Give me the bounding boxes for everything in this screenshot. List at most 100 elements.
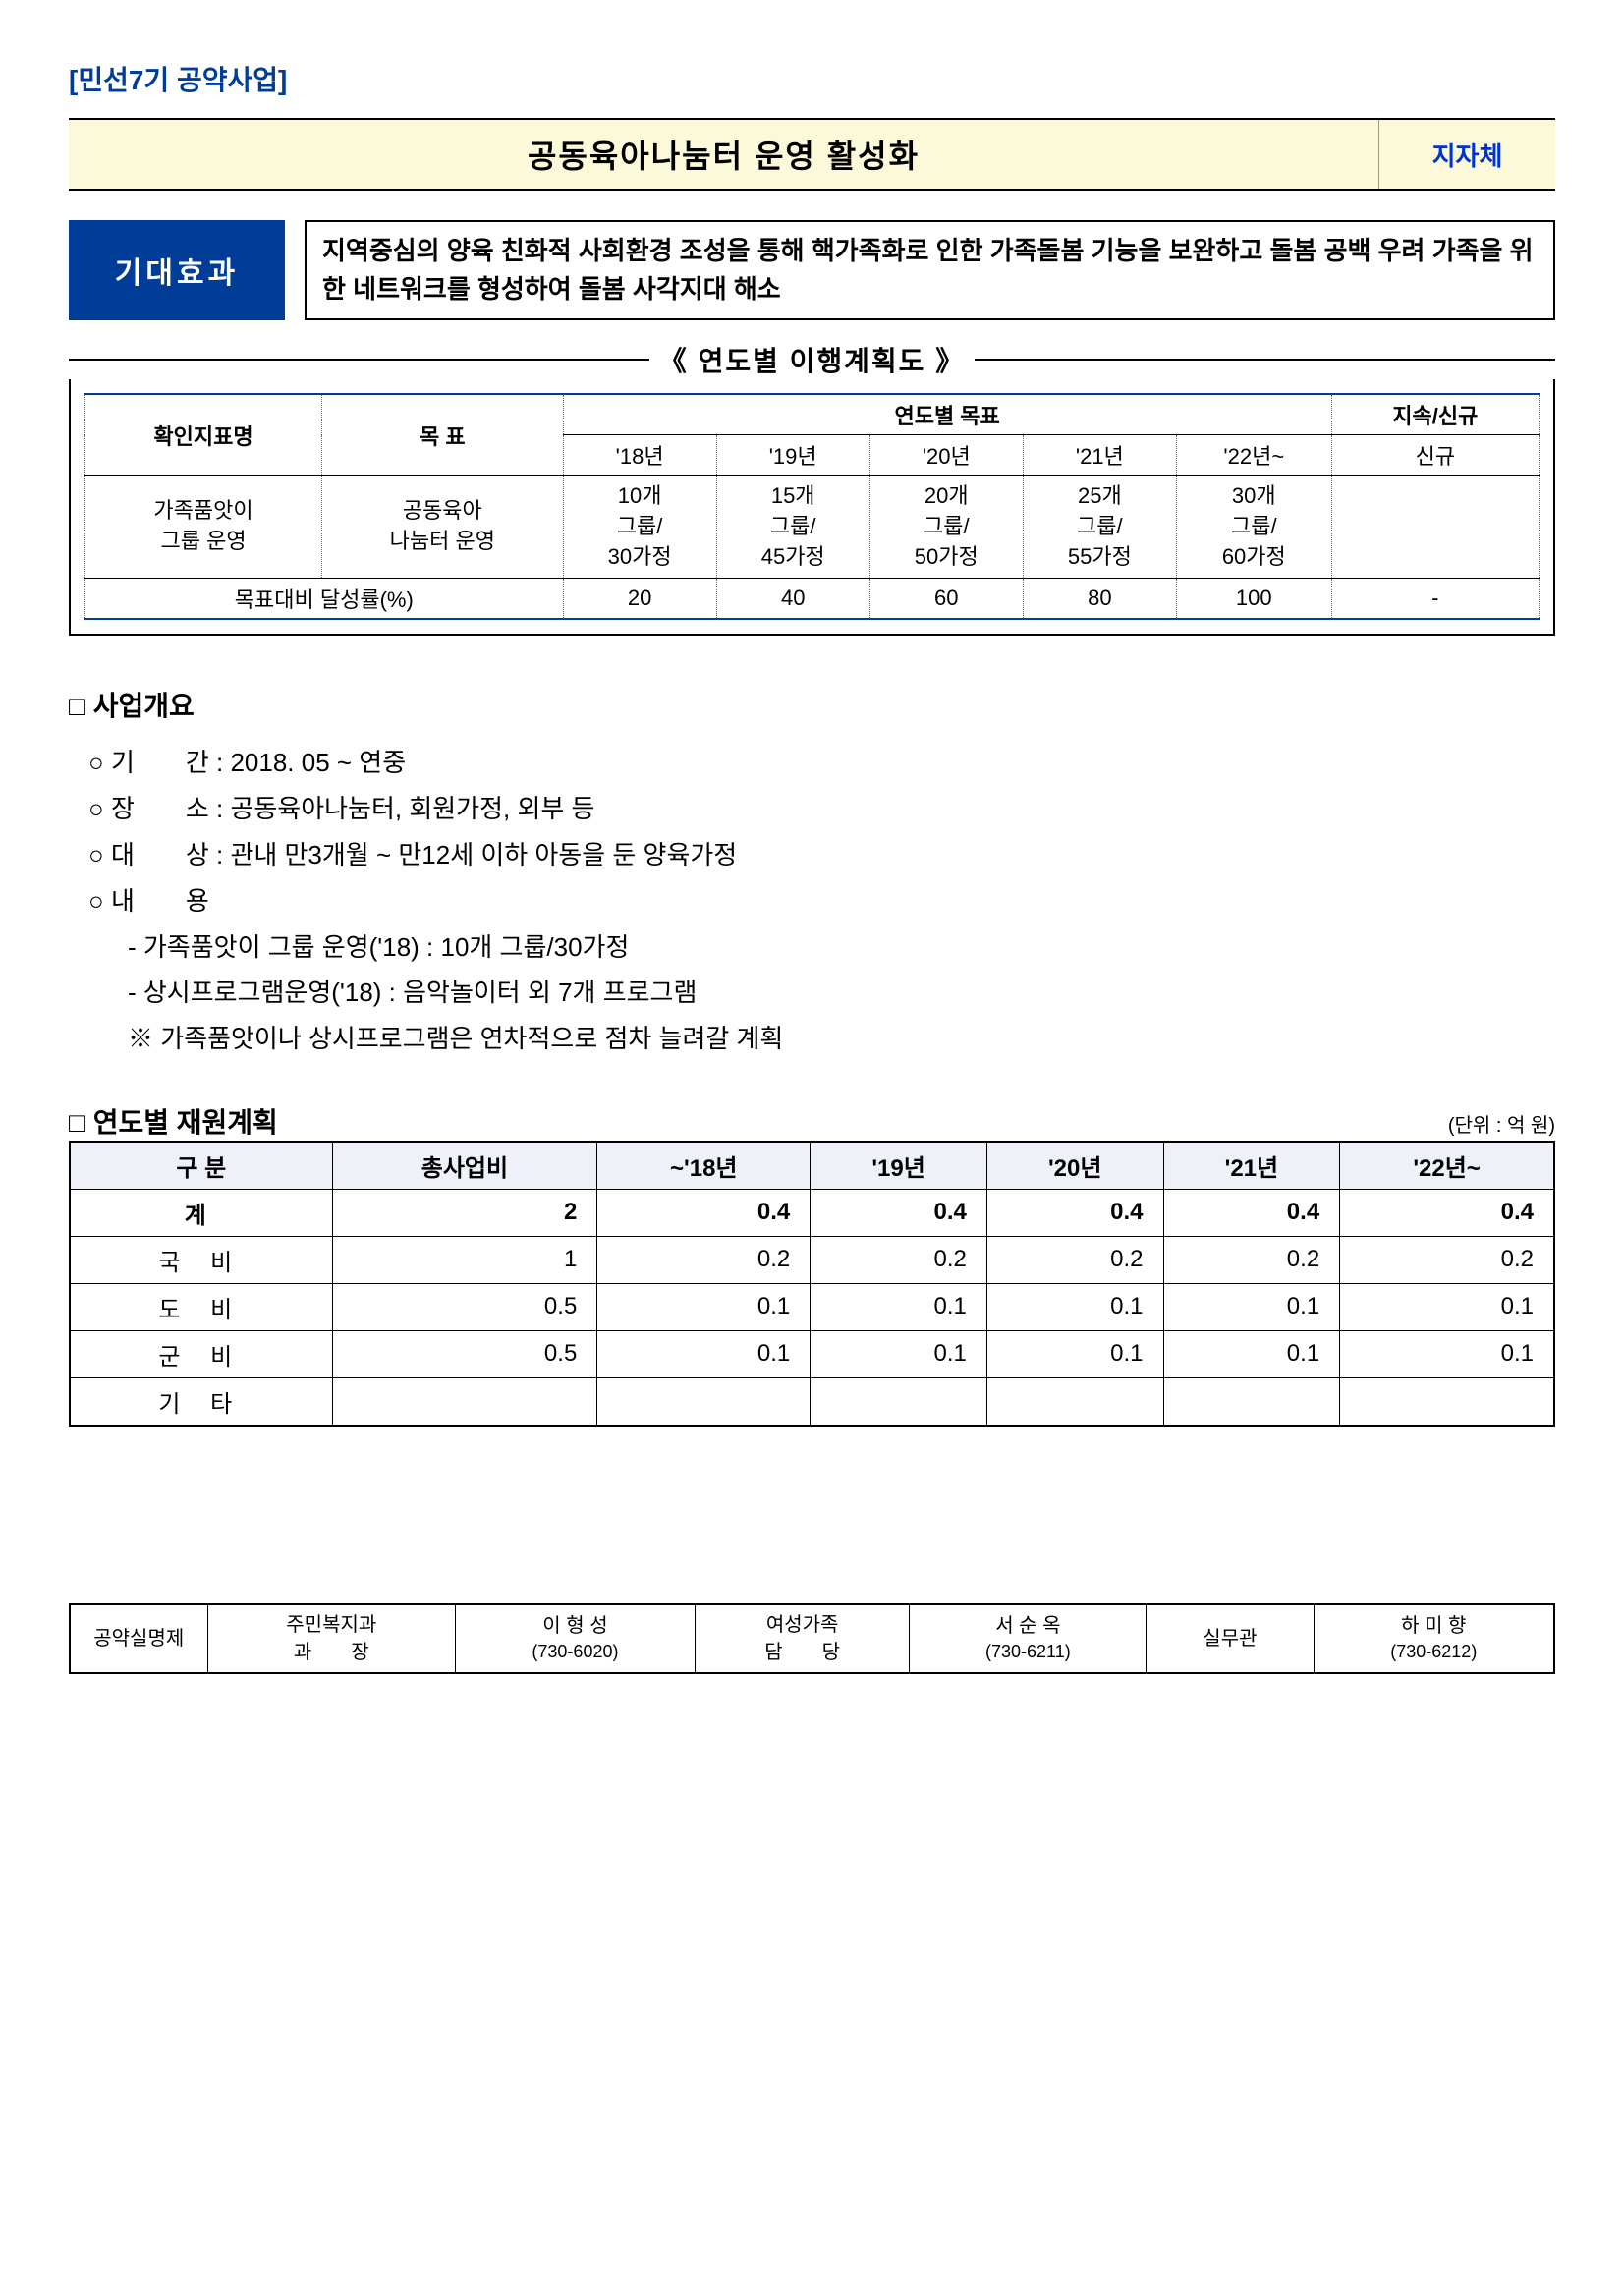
funding-row-label: 국 비 <box>70 1236 332 1283</box>
funding-cell: 0.1 <box>1163 1283 1340 1330</box>
col-y19: '19년 <box>716 435 869 476</box>
contact2-name: 서 순 옥 <box>920 1612 1136 1640</box>
funding-cell: 0.1 <box>986 1330 1163 1377</box>
funding-cell <box>597 1377 811 1426</box>
funding-row-label: 계 <box>70 1189 332 1236</box>
funding-cell <box>332 1377 597 1426</box>
row2-y21: 80 <box>1023 579 1176 620</box>
overview-item: 가족품앗이 그룹 운영('18) : 10개 그룹/30가정 <box>88 924 1555 971</box>
col-y22: '22년~ <box>1176 435 1331 476</box>
funding-cell: 0.1 <box>1340 1330 1554 1377</box>
row1-goal: 공동육아 나눔터 운영 <box>322 476 564 579</box>
funding-cell: 0.5 <box>332 1330 597 1377</box>
contact-table: 공약실명제 주민복지과 과 장 이 형 성 (730-6020) 여성가족 담 … <box>69 1603 1555 1674</box>
funding-cell: 0.2 <box>1163 1236 1340 1283</box>
overview-item: 가족품앗이나 상시프로그램은 연차적으로 점차 늘려갈 계획 <box>88 1016 1555 1062</box>
funding-row-label: 기 타 <box>70 1377 332 1426</box>
contact1-phone: (730-6020) <box>466 1640 685 1664</box>
funding-cell: 0.4 <box>1340 1189 1554 1236</box>
funding-cell: 0.2 <box>811 1236 987 1283</box>
effect-section: 기대효과 지역중심의 양육 친화적 사회환경 조성을 통해 핵가족화로 인한 가… <box>69 220 1555 320</box>
contact1-role: 주민복지과 과 장 <box>207 1604 456 1673</box>
funding-cell: 0.1 <box>597 1330 811 1377</box>
overview-title: 사업개요 <box>69 685 1555 724</box>
contact2-phone: (730-6211) <box>920 1640 1136 1664</box>
overview-item: 대 상 : 관내 만3개월 ~ 만12세 이하 아동을 둔 양육가정 <box>88 832 1555 878</box>
title-side-label: 지자체 <box>1378 120 1555 189</box>
funding-title: 연도별 재원계획 <box>69 1101 278 1141</box>
funding-cell: 0.1 <box>811 1283 987 1330</box>
funding-cell <box>986 1377 1163 1426</box>
contact3-role: 실무관 <box>1147 1604 1314 1673</box>
contact3-name: 하 미 향 <box>1324 1612 1543 1640</box>
row1-indicator: 가족품앗이 그룹 운영 <box>85 476 322 579</box>
row1-y22: 30개 그룹/ 60가정 <box>1176 476 1331 579</box>
title-bar: 공동육아나눔터 운영 활성화 지자체 <box>69 118 1555 191</box>
contact3-name-cell: 하 미 향 (730-6212) <box>1314 1604 1554 1673</box>
row2-y19: 40 <box>716 579 869 620</box>
funding-col: '19년 <box>811 1142 987 1190</box>
funding-cell: 0.2 <box>1340 1236 1554 1283</box>
funding-col: '22년~ <box>1340 1142 1554 1190</box>
contact2-role: 여성가족 담 당 <box>695 1604 910 1673</box>
plan-box: 확인지표명 목 표 연도별 목표 지속/신규 '18년 '19년 '20년 '2… <box>69 379 1555 636</box>
funding-col: 구 분 <box>70 1142 332 1190</box>
page-title: 공동육아나눔터 운영 활성화 <box>69 120 1378 189</box>
row1-y21: 25개 그룹/ 55가정 <box>1023 476 1176 579</box>
row2-label: 목표대비 달성률(%) <box>85 579 564 620</box>
funding-cell: 0.4 <box>986 1189 1163 1236</box>
row1-y19: 15개 그룹/ 45가정 <box>716 476 869 579</box>
contact3-phone: (730-6212) <box>1324 1640 1543 1664</box>
contact-label: 공약실명제 <box>70 1604 207 1673</box>
funding-cell: 0.2 <box>986 1236 1163 1283</box>
funding-cell: 0.5 <box>332 1283 597 1330</box>
funding-cell: 0.4 <box>597 1189 811 1236</box>
contact1-name: 이 형 성 <box>466 1612 685 1640</box>
funding-cell: 0.2 <box>597 1236 811 1283</box>
overview-item: 기 간 : 2018. 05 ~ 연중 <box>88 740 1555 786</box>
funding-col: '21년 <box>1163 1142 1340 1190</box>
row2-y22: 100 <box>1176 579 1331 620</box>
plan-title: 《 연도별 이행계획도 》 <box>649 340 975 379</box>
row2-new: - <box>1331 579 1539 620</box>
funding-cell: 0.1 <box>1340 1283 1554 1330</box>
effect-body: 지역중심의 양육 친화적 사회환경 조성을 통해 핵가족화로 인한 가족돌봄 기… <box>305 220 1555 320</box>
funding-cell: 0.1 <box>986 1283 1163 1330</box>
overview-item: 장 소 : 공동육아나눔터, 회원가정, 외부 등 <box>88 786 1555 832</box>
funding-cell: 1 <box>332 1236 597 1283</box>
funding-cell: 0.1 <box>1163 1330 1340 1377</box>
plan-title-row: 《 연도별 이행계획도 》 <box>69 340 1555 379</box>
funding-cell: 0.1 <box>597 1283 811 1330</box>
col-y20: '20년 <box>869 435 1023 476</box>
funding-cell: 0.4 <box>1163 1189 1340 1236</box>
funding-row-label: 군 비 <box>70 1330 332 1377</box>
contact2-name-cell: 서 순 옥 (730-6211) <box>910 1604 1147 1673</box>
funding-col: ~'18년 <box>597 1142 811 1190</box>
funding-cell <box>1163 1377 1340 1426</box>
col-cont-new: 지속/신규 <box>1331 394 1539 435</box>
row1-y18: 10개 그룹/ 30가정 <box>563 476 716 579</box>
funding-cell <box>1340 1377 1554 1426</box>
col-goal: 목 표 <box>322 394 564 476</box>
funding-cell: 0.1 <box>811 1330 987 1377</box>
funding-cell: 0.4 <box>811 1189 987 1236</box>
row1-y20: 20개 그룹/ 50가정 <box>869 476 1023 579</box>
funding-col: 총사업비 <box>332 1142 597 1190</box>
funding-row-label: 도 비 <box>70 1283 332 1330</box>
header-tag: [민선7기 공약사업] <box>69 59 1555 98</box>
funding-cell <box>811 1377 987 1426</box>
funding-table: 구 분총사업비~'18년'19년'20년'21년'22년~ 계20.40.40.… <box>69 1141 1555 1427</box>
contact1-name-cell: 이 형 성 (730-6020) <box>456 1604 696 1673</box>
funding-cell: 2 <box>332 1189 597 1236</box>
overview-list: 기 간 : 2018. 05 ~ 연중장 소 : 공동육아나눔터, 회원가정, … <box>69 740 1555 1062</box>
row2-y20: 60 <box>869 579 1023 620</box>
plan-table: 확인지표명 목 표 연도별 목표 지속/신규 '18년 '19년 '20년 '2… <box>84 393 1540 620</box>
row2-y18: 20 <box>563 579 716 620</box>
funding-col: '20년 <box>986 1142 1163 1190</box>
col-indicator: 확인지표명 <box>85 394 322 476</box>
col-year-goal: 연도별 목표 <box>563 394 1331 435</box>
col-y21: '21년 <box>1023 435 1176 476</box>
col-y18: '18년 <box>563 435 716 476</box>
col-new: 신규 <box>1331 435 1539 476</box>
overview-item: 내 용 <box>88 878 1555 924</box>
